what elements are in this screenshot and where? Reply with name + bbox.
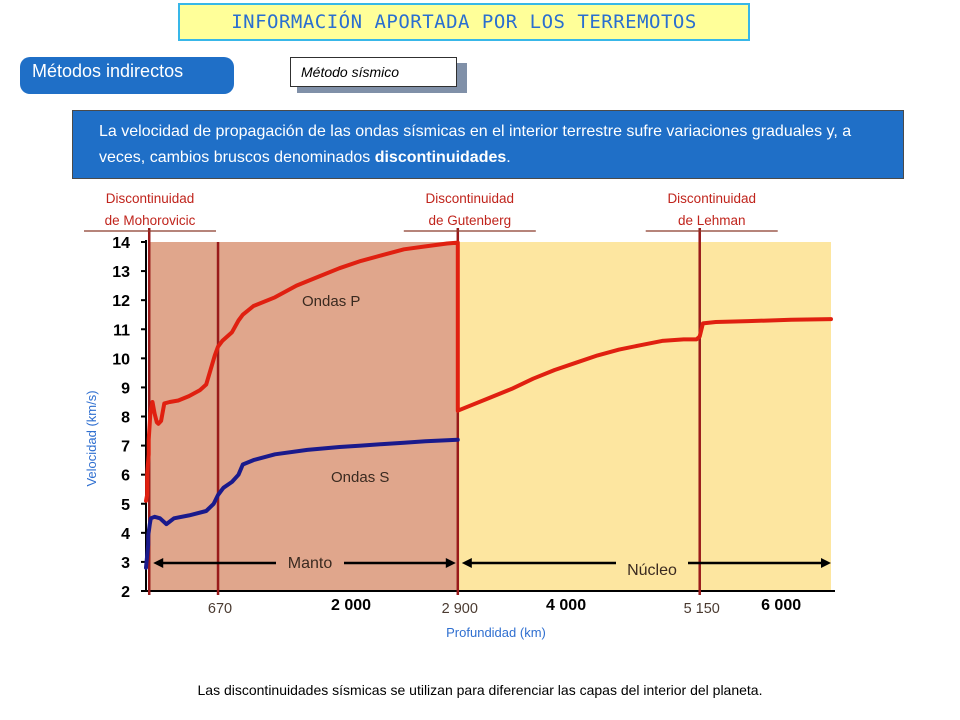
mantle-region [149,242,458,591]
page-title: INFORMACIÓN APORTADA POR LOS TERREMOTOS [231,11,697,33]
mantle-arrow-head-left [153,558,164,568]
method-button-label: Método sísmico [301,64,400,80]
discontinuity-label: Discontinuidad [426,191,515,206]
y-tick-label: 10 [112,351,130,368]
info-box: La velocidad de propagación de las ondas… [72,110,904,179]
s-wave-label: Ondas S [331,469,389,486]
y-axis-title: Velocidad (km/s) [84,390,99,486]
y-tick-label: 13 [112,264,130,281]
info-text: La velocidad de propagación de las ondas… [99,119,889,171]
title-box: INFORMACIÓN APORTADA POR LOS TERREMOTOS [178,3,750,41]
discontinuity-label: de Mohorovicic [105,213,196,228]
y-tick-label: 12 [112,293,130,310]
x-tick-label: 2 000 [331,597,371,614]
core-label: Núcleo [627,562,677,579]
info-text-bold: discontinuidades [374,149,507,166]
methods-tag: Métodos indirectos [20,57,234,94]
y-tick-label: 9 [121,380,130,397]
methods-tag-label: Métodos indirectos [32,61,184,81]
discontinuity-label: de Lehman [678,213,746,228]
x-tick-label: 2 900 [442,601,478,617]
s-wave-line [144,437,460,570]
y-tick-label: 7 [121,439,130,456]
p-wave-label: Ondas P [302,293,360,310]
mantle-label-bg [276,550,344,574]
y-tick-label: 6 [121,468,130,485]
y-tick-label: 3 [121,555,130,572]
y-tick-label: 4 [121,526,130,543]
x-axis-title: Profundidad (km) [446,625,546,640]
p-wave-line [144,240,833,503]
x-tick-label: 4 000 [546,597,586,614]
caption: Las discontinuidades sísmicas se utiliza… [197,682,763,698]
y-tick-label: 14 [112,235,130,252]
y-tick-label: 8 [121,410,130,427]
y-tick-label: 5 [121,497,130,514]
x-tick-label: 670 [208,601,232,617]
y-tick-label: 2 [121,584,130,601]
discontinuity-label: Discontinuidad [667,191,756,206]
info-text-main: La velocidad de propagación de las ondas… [99,123,852,166]
core-arrow-head-left [461,558,472,568]
info-text-end: . [506,149,511,166]
mantle-label: Manto [288,555,333,572]
core-region [457,242,831,591]
method-button[interactable]: Método sísmico [290,57,457,87]
core-label-bg [616,557,688,581]
mantle-arrow-head-right [445,558,456,568]
x-tick-label: 5 150 [684,601,720,617]
discontinuity-label: de Gutenberg [429,213,512,228]
y-tick-label: 11 [113,322,130,339]
core-arrow-head-right [821,558,831,568]
discontinuity-label: Discontinuidad [106,191,195,206]
x-tick-label: 6 000 [761,597,801,614]
